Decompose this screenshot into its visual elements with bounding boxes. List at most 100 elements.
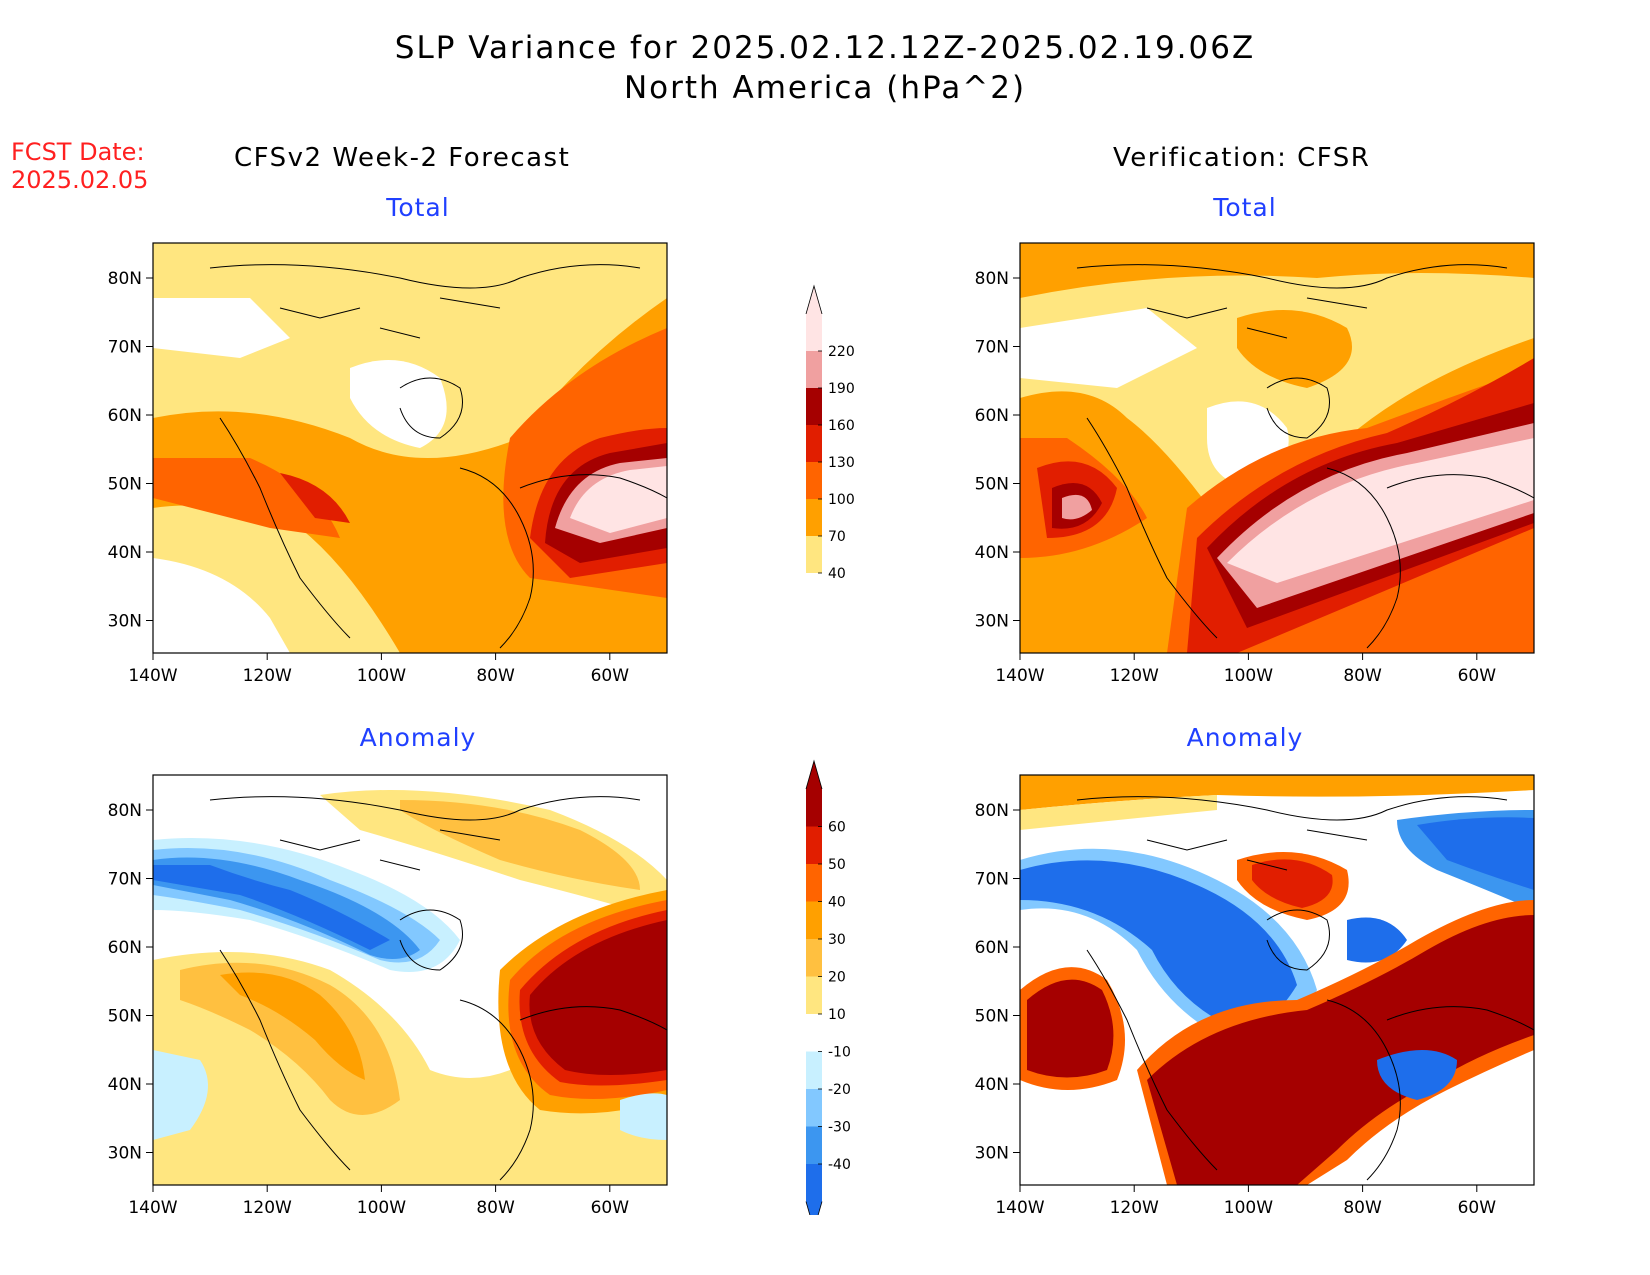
lon-label: 100W (357, 666, 406, 686)
colorbar-swatch (806, 826, 822, 864)
shading-verif-total (1020, 243, 1534, 653)
lat-label: 50N (975, 475, 1009, 495)
lat-label: 30N (108, 612, 142, 632)
lat-label: 60N (975, 406, 1009, 426)
lat-label: 60N (975, 938, 1009, 958)
title-line-1: SLP Variance for 2025.02.12.12Z-2025.02.… (394, 30, 1256, 66)
longitude-labels: 140W 120W 100W 80W 60W (995, 653, 1496, 686)
map-panel-fcst-anomaly: 80N 70N 60N 50N 40N 30N 140W 120W 100W 80W 60W (108, 774, 668, 1218)
colorbar-label: 40 (828, 566, 846, 582)
lon-label: 60W (1458, 666, 1497, 686)
longitude-labels: 140W 120W 100W 80W 60W (128, 653, 629, 686)
map-frame (152, 242, 668, 654)
lat-label: 50N (108, 1007, 142, 1027)
lat-label: 70N (975, 338, 1009, 358)
colorbar-anomaly: -40 -30 -20 -10 10 20 30 40 50 60 (805, 759, 851, 1215)
colorbar-swatch (806, 1014, 822, 1052)
lon-label: 120W (1110, 1198, 1159, 1218)
colorbar-label: 70 (828, 529, 846, 545)
colorbar-swatch (806, 314, 822, 351)
colorbar-label: 100 (828, 492, 855, 508)
lat-label: 60N (108, 938, 142, 958)
colorbar-label: -10 (828, 1045, 851, 1061)
lon-label: 140W (128, 666, 177, 686)
colorbar-label: -30 (828, 1120, 851, 1136)
colorbar-label: -40 (828, 1157, 851, 1173)
colorbar-label: 220 (828, 344, 855, 360)
colorbar-label: 190 (828, 381, 855, 397)
colorbar-swatch (806, 939, 822, 977)
colorbar-label: -20 (828, 1082, 851, 1098)
colorbar-label: 160 (828, 418, 855, 434)
map-panel-fcst-total: 80N 70N 60N 50N 40N 30N 140W 120W 100W 80W 60W (108, 242, 668, 686)
colorbar-swatch (806, 976, 822, 1014)
lon-label: 100W (1224, 1198, 1273, 1218)
colorbar-low-triangle (805, 1201, 823, 1215)
lon-label: 80W (476, 666, 515, 686)
lat-label: 80N (975, 801, 1009, 821)
colorbar-total: 40 70 100 130 160 190 220 (805, 284, 855, 610)
coastlines-fcst-anomaly (209, 796, 667, 1181)
fcst-date-value: 2025.02.05 (11, 166, 149, 194)
fcst-date: FCST Date: 2025.02.05 (11, 138, 148, 194)
colorbar-swatch (806, 573, 822, 610)
colorbar-swatch (806, 536, 822, 573)
longitude-labels: 140W 120W 100W 80W 60W (995, 1185, 1496, 1218)
right-column-header: Verification: CFSR (1113, 143, 1371, 173)
colorbar-label: 130 (828, 455, 855, 471)
latitude-labels: 80N 70N 60N 50N 40N 30N (108, 269, 153, 632)
latitude-labels: 80N 70N 60N 50N 40N 30N (975, 269, 1020, 632)
panel-title-verif-anomaly: Anomaly (1186, 723, 1304, 752)
lat-label: 70N (975, 870, 1009, 890)
lon-label: 80W (1343, 1198, 1382, 1218)
panel-title-fcst-anomaly: Anomaly (359, 723, 477, 752)
lon-label: 140W (995, 1198, 1044, 1218)
lon-label: 100W (1224, 666, 1273, 686)
colorbar-swatch (806, 425, 822, 462)
lon-label: 80W (476, 1198, 515, 1218)
colorbar-swatch (806, 789, 822, 827)
colorbar-swatch (806, 388, 822, 425)
lat-label: 30N (975, 1144, 1009, 1164)
lat-label: 40N (975, 543, 1009, 563)
colorbar-label: 40 (828, 895, 846, 911)
map-panel-verif-anomaly: 80N 70N 60N 50N 40N 30N 140W 120W 100W 80W 60W (975, 774, 1535, 1218)
map-frame (1019, 242, 1535, 654)
lat-label: 80N (108, 801, 142, 821)
lon-label: 120W (243, 666, 292, 686)
lat-label: 50N (108, 475, 142, 495)
colorbar-swatch (806, 351, 822, 388)
colorbar-high-triangle (805, 284, 823, 315)
colorbar-swatch (806, 462, 822, 499)
lat-label: 30N (975, 612, 1009, 632)
colorbar-swatch (806, 864, 822, 902)
lat-label: 50N (975, 1007, 1009, 1027)
lat-label: 70N (108, 870, 142, 890)
chart-title: SLP Variance for 2025.02.12.12Z-2025.02.… (325, 30, 1325, 106)
lon-label: 80W (1343, 666, 1382, 686)
colorbar-label: 20 (828, 970, 846, 986)
lon-label: 100W (357, 1198, 406, 1218)
lat-label: 70N (108, 338, 142, 358)
colorbar-swatch (806, 1051, 822, 1089)
coastlines-fcst-total (209, 264, 667, 649)
longitude-labels: 140W 120W 100W 80W 60W (128, 1185, 629, 1218)
lat-label: 40N (975, 1075, 1009, 1095)
lat-label: 60N (108, 406, 142, 426)
map-panel-verif-total: 80N 70N 60N 50N 40N 30N 140W 120W 100W 80W 60W (975, 242, 1535, 686)
map-frame (152, 774, 668, 1186)
lat-label: 30N (108, 1144, 142, 1164)
panel-title-verif-total: Total (1213, 193, 1277, 222)
lat-label: 40N (108, 1075, 142, 1095)
lon-label: 120W (243, 1198, 292, 1218)
lon-label: 60W (591, 666, 630, 686)
lat-label: 80N (975, 269, 1009, 289)
colorbar-swatch (806, 1089, 822, 1127)
latitude-labels: 80N 70N 60N 50N 40N 30N (975, 801, 1020, 1164)
lat-label: 80N (108, 269, 142, 289)
colorbar-swatch (806, 1126, 822, 1164)
left-column-header: CFSv2 Week-2 Forecast (234, 143, 571, 173)
lon-label: 140W (995, 666, 1044, 686)
coastlines-verif-total (1076, 264, 1534, 649)
shading-fcst-anomaly (153, 775, 667, 1185)
